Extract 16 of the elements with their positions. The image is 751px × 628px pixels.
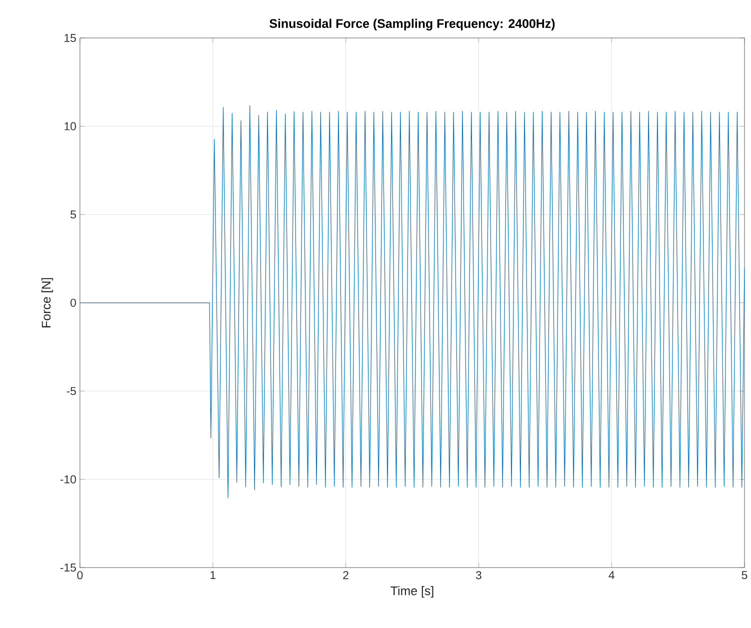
x-tick-label: 3 — [476, 571, 482, 580]
x-tick-label: 0 — [77, 571, 83, 580]
x-axis-title: Time [s] — [390, 586, 434, 598]
x-tick-label: 1 — [210, 571, 216, 580]
y-tick-label: 10 — [64, 122, 76, 130]
y-tick-label: 5 — [70, 210, 76, 219]
x-tick-label: 5 — [742, 571, 748, 580]
y-tick-label: -15 — [60, 564, 76, 572]
y-tick-label: -5 — [66, 387, 76, 396]
y-axis-title: Force [N] — [41, 278, 54, 328]
y-tick-label: 15 — [64, 34, 76, 42]
chart-title: Sinusoidal Force (Sampling Frequency: 2400Hz) — [270, 19, 555, 31]
x-tick-label: 4 — [608, 571, 614, 580]
y-tick-label: 0 — [70, 298, 76, 308]
x-tick-label: 2 — [343, 571, 348, 580]
y-tick-label: -10 — [60, 475, 76, 484]
